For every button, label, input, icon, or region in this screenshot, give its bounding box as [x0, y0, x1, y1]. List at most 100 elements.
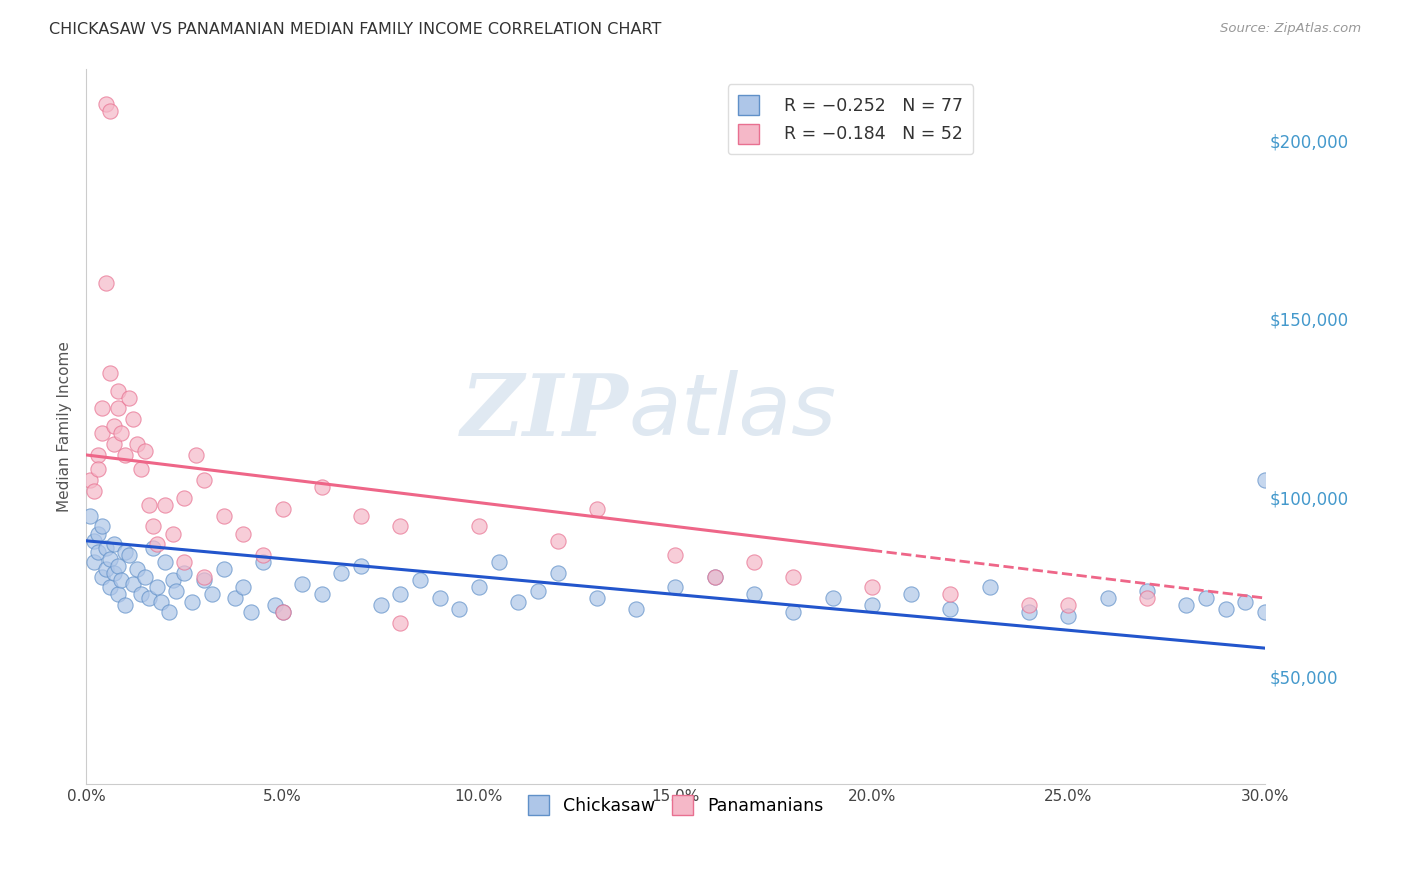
Text: CHICKASAW VS PANAMANIAN MEDIAN FAMILY INCOME CORRELATION CHART: CHICKASAW VS PANAMANIAN MEDIAN FAMILY IN… — [49, 22, 662, 37]
Point — [240, 605, 263, 619]
Point — [107, 384, 129, 398]
Point — [782, 569, 804, 583]
Point — [122, 412, 145, 426]
Point — [173, 555, 195, 569]
Point — [79, 473, 101, 487]
Point — [201, 587, 224, 601]
Point — [114, 544, 136, 558]
Text: ZIP: ZIP — [460, 370, 628, 454]
Point — [664, 580, 686, 594]
Point — [129, 587, 152, 601]
Point — [146, 537, 169, 551]
Point — [389, 587, 412, 601]
Point — [107, 558, 129, 573]
Point — [271, 605, 294, 619]
Point — [98, 580, 121, 594]
Point — [271, 501, 294, 516]
Point — [173, 491, 195, 505]
Point — [1018, 605, 1040, 619]
Point — [527, 583, 550, 598]
Point — [94, 562, 117, 576]
Point — [122, 576, 145, 591]
Point — [1254, 605, 1277, 619]
Legend: Chickasaw, Panamanians: Chickasaw, Panamanians — [517, 785, 834, 825]
Point — [103, 437, 125, 451]
Point — [212, 562, 235, 576]
Point — [90, 569, 112, 583]
Point — [1136, 583, 1159, 598]
Point — [193, 569, 215, 583]
Point — [664, 548, 686, 562]
Point — [118, 548, 141, 562]
Point — [98, 551, 121, 566]
Point — [107, 401, 129, 416]
Point — [94, 276, 117, 290]
Point — [939, 601, 962, 615]
Point — [157, 605, 180, 619]
Point — [291, 576, 314, 591]
Point — [127, 437, 149, 451]
Point — [193, 473, 215, 487]
Point — [83, 483, 105, 498]
Point — [311, 480, 333, 494]
Point — [1097, 591, 1119, 605]
Point — [271, 605, 294, 619]
Point — [860, 598, 883, 612]
Point — [821, 591, 844, 605]
Point — [90, 426, 112, 441]
Point — [165, 583, 187, 598]
Point — [83, 533, 105, 548]
Point — [142, 541, 165, 555]
Point — [263, 598, 285, 612]
Point — [703, 569, 725, 583]
Point — [114, 448, 136, 462]
Point — [1254, 473, 1277, 487]
Point — [742, 587, 765, 601]
Point — [149, 594, 172, 608]
Text: Source: ZipAtlas.com: Source: ZipAtlas.com — [1220, 22, 1361, 36]
Point — [389, 519, 412, 533]
Point — [212, 508, 235, 523]
Point — [1195, 591, 1218, 605]
Point — [232, 526, 254, 541]
Point — [370, 598, 392, 612]
Point — [184, 448, 207, 462]
Point — [103, 419, 125, 434]
Point — [146, 580, 169, 594]
Point — [488, 555, 510, 569]
Point — [742, 555, 765, 569]
Point — [330, 566, 353, 580]
Point — [103, 537, 125, 551]
Point — [98, 366, 121, 380]
Point — [87, 448, 110, 462]
Point — [127, 562, 149, 576]
Point — [468, 519, 491, 533]
Point — [110, 426, 132, 441]
Point — [409, 573, 432, 587]
Point — [586, 591, 609, 605]
Point — [94, 97, 117, 112]
Point — [94, 541, 117, 555]
Point — [87, 544, 110, 558]
Point — [939, 587, 962, 601]
Point — [508, 594, 530, 608]
Point — [98, 104, 121, 119]
Point — [173, 566, 195, 580]
Point — [162, 526, 184, 541]
Point — [107, 587, 129, 601]
Text: atlas: atlas — [628, 370, 837, 453]
Point — [87, 462, 110, 476]
Point — [1215, 601, 1237, 615]
Point — [860, 580, 883, 594]
Point — [79, 508, 101, 523]
Point — [129, 462, 152, 476]
Point — [1234, 594, 1257, 608]
Point — [1057, 608, 1080, 623]
Point — [703, 569, 725, 583]
Point — [90, 519, 112, 533]
Point — [586, 501, 609, 516]
Point — [429, 591, 451, 605]
Point — [547, 533, 569, 548]
Point — [1018, 598, 1040, 612]
Point — [252, 555, 274, 569]
